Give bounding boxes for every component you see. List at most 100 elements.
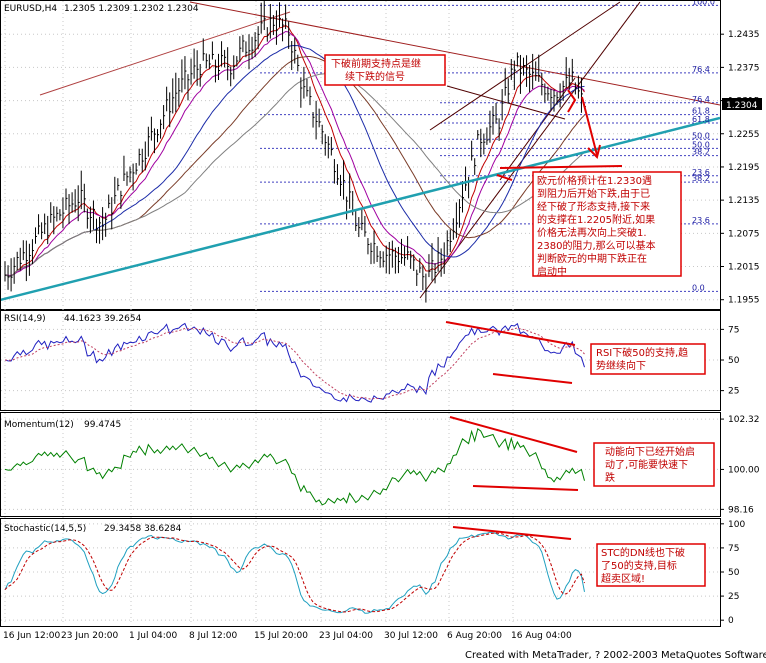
footer-credit: Created with MetaTrader, ? 2002-2003 Met… (465, 650, 766, 661)
y-tick-label: 1.2075 (728, 229, 760, 239)
support-marker-line-2 (496, 174, 513, 181)
momentum-line (4, 427, 585, 506)
momentum-annotation-box: 动能向下已经开始启 动了,可能要快速下 跌 (593, 442, 715, 487)
momentum-annotation-line-3: 跌 (605, 471, 615, 484)
rsi-annotation-box: RSI下破50的支持,趋 势继续向下 (590, 343, 706, 375)
y-tick-label: 1.2435 (728, 30, 760, 40)
annotation-right-line-7: 判断欧元的中期下跌正在 (537, 252, 647, 265)
y-tick-label: 75 (728, 544, 739, 554)
momentum-pane-title: Momentum(12) (4, 420, 74, 430)
rsi-pane-values: 44.1623 39.2654 (64, 314, 142, 324)
rsi-pane: RSI下破50的支持,趋 势继续向下 RSI(14,9) 44.1623 39.… (4, 314, 706, 403)
annotation-right-line-2: 到阻力后开始下跌,由于已 (537, 187, 650, 200)
channel-line-2 (429, 1, 621, 131)
price-bars (4, 1, 586, 303)
y-tick-label: 1.2375 (728, 63, 760, 73)
x-tick-label: 1 Jul 04:00 (129, 631, 178, 641)
stochastic-pane: STC的DN线也下破 了50的支持,目标 超卖区域! Stochastic(14… (4, 524, 706, 614)
momentum-pane: 动能向下已经开始启 动了,可能要快速下 跌 Momentum(12) 99.47… (4, 416, 715, 506)
x-tick-label: 6 Aug 20:00 (447, 631, 502, 641)
y-tick-label: 98.16 (728, 505, 754, 515)
rsi-signal-line (4, 327, 585, 400)
fibonacci-labels: 100.076.461.850.038.223.60.076.461.850.0… (692, 0, 715, 292)
stochastic-main-line (4, 531, 585, 614)
annotation-arrows (496, 89, 623, 181)
x-tick-label: 15 Jul 20:00 (254, 631, 308, 641)
rsi-support-line (492, 373, 573, 384)
fib-level-label: 38.2 (692, 174, 710, 183)
y-tick-label: 50 (728, 356, 740, 366)
momentum-annotation-line-1: 动能向下已经开始启 (605, 445, 695, 458)
rsi-annotation-lines (445, 321, 576, 384)
momentum-resistance-line (449, 416, 578, 453)
stochastic-pane-values: 29.3458 38.6284 (104, 524, 182, 534)
y-tick-label: 25 (728, 387, 739, 397)
annotation-arrow-down (581, 96, 598, 156)
current-price-label: 1.2304 (726, 101, 758, 111)
fib-level-label: 38.2 (692, 148, 710, 157)
annotation-top-line-2: 续下跌的信号 (345, 70, 405, 83)
fib-level-label: 100.0 (692, 0, 715, 6)
rsi-annotation-line-2: 势继续向下 (596, 359, 646, 372)
y-tick-label: 1.2195 (728, 163, 760, 173)
rsi-pane-title: RSI(14,9) (4, 314, 46, 324)
y-tick-label: 102.32 (728, 415, 760, 425)
grid-lines (1, 1, 720, 625)
x-tick-label: 23 Jul 04:00 (319, 631, 373, 641)
annotation-right-line-6: 2380的阻力,那么可以基本 (537, 239, 656, 252)
fib-level-label: 23.6 (692, 216, 710, 225)
support-marker-line (499, 165, 623, 169)
annotation-right-line-5: 价格无法再次向上突破1. (537, 226, 647, 239)
annotation-right-line-8: 启动中 (537, 265, 567, 278)
stochastic-annotation-line-1: STC的DN线也下破 (601, 546, 685, 559)
channel-line-3 (446, 85, 566, 120)
annotation-box-right: 欧元价格预计在1.2330遇 到阻力后开始下跌,由于已 经下破了形态支持,接下来… (532, 171, 682, 278)
x-tick-label: 16 Jun 12:00 (3, 631, 60, 641)
stochastic-annotation-box: STC的DN线也下破 了50的支持,目标 超卖区域! (596, 543, 706, 587)
stochastic-resistance-line (452, 526, 572, 540)
resistance-trendline (189, 1, 720, 106)
y-tick-label: 50 (728, 568, 740, 578)
fib-level-label: 50.0 (692, 140, 710, 149)
y-tick-label: 1.2015 (728, 263, 760, 273)
x-tick-label: 16 Aug 04:00 (511, 631, 572, 641)
x-tick-label: 23 Jun 20:00 (61, 631, 118, 641)
fib-level-label: 61.8 (692, 107, 710, 116)
stochastic-signal-line (4, 532, 585, 613)
momentum-annotation-line-2: 动了,可能要快速下 (605, 458, 688, 471)
y-tick-label: 100 (728, 520, 745, 530)
ma-gray (4, 72, 585, 277)
x-tick-label: 8 Jul 12:00 (189, 631, 238, 641)
stochastic-lines (4, 531, 585, 614)
y-axis-labels: 1.24351.23751.23151.22551.21951.21351.20… (720, 30, 760, 626)
rsi-resistance-line (445, 321, 576, 346)
y-tick-label: 25 (728, 592, 739, 602)
price-pane: 100.076.461.850.038.223.60.076.461.850.0… (1, 0, 720, 303)
annotation-right-line-4: 的支撑在1.2205附近,如果 (537, 213, 655, 226)
momentum-support-line (472, 485, 579, 491)
price-pane-values: 1.2305 1.2309 1.2302 1.2304 (64, 4, 199, 14)
fib-level-label: 0.0 (692, 283, 705, 292)
fib-level-label: 76.4 (692, 65, 710, 74)
rsi-annotation-line-1: RSI下破50的支持,趋 (596, 346, 688, 359)
stochastic-annotation-line-2: 了50的支持,目标 (601, 559, 677, 572)
annotation-top-line-1: 下破前期支持点是继 (331, 57, 421, 70)
annotation-box-top: 下破前期支持点是继 续下跌的信号 (324, 54, 446, 86)
stochastic-annotation-line-3: 超卖区域! (601, 572, 645, 585)
fib-level-label: 50.0 (692, 131, 710, 140)
annotation-right-line-3: 经下破了形态支持,接下来 (537, 200, 650, 213)
price-pane-title: EURUSD,H4 (4, 4, 57, 14)
annotation-right-line-1: 欧元价格预计在1.2330遇 (537, 174, 652, 187)
rsi-line (4, 322, 585, 403)
annotation-arrow-small (567, 89, 577, 113)
momentum-annotation-lines (449, 416, 579, 491)
upper-trendline-left (39, 11, 291, 96)
stochastic-pane-title: Stochastic(14,5,5) (4, 524, 86, 534)
y-tick-label: 1.2135 (728, 196, 760, 206)
fib-level-label: 76.4 (692, 95, 710, 104)
current-price-tag: 1.2304 (722, 98, 762, 111)
rsi-lines (4, 322, 585, 403)
annotation-arrowhead (587, 144, 601, 159)
fib-level-label: 61.8 (692, 115, 710, 124)
